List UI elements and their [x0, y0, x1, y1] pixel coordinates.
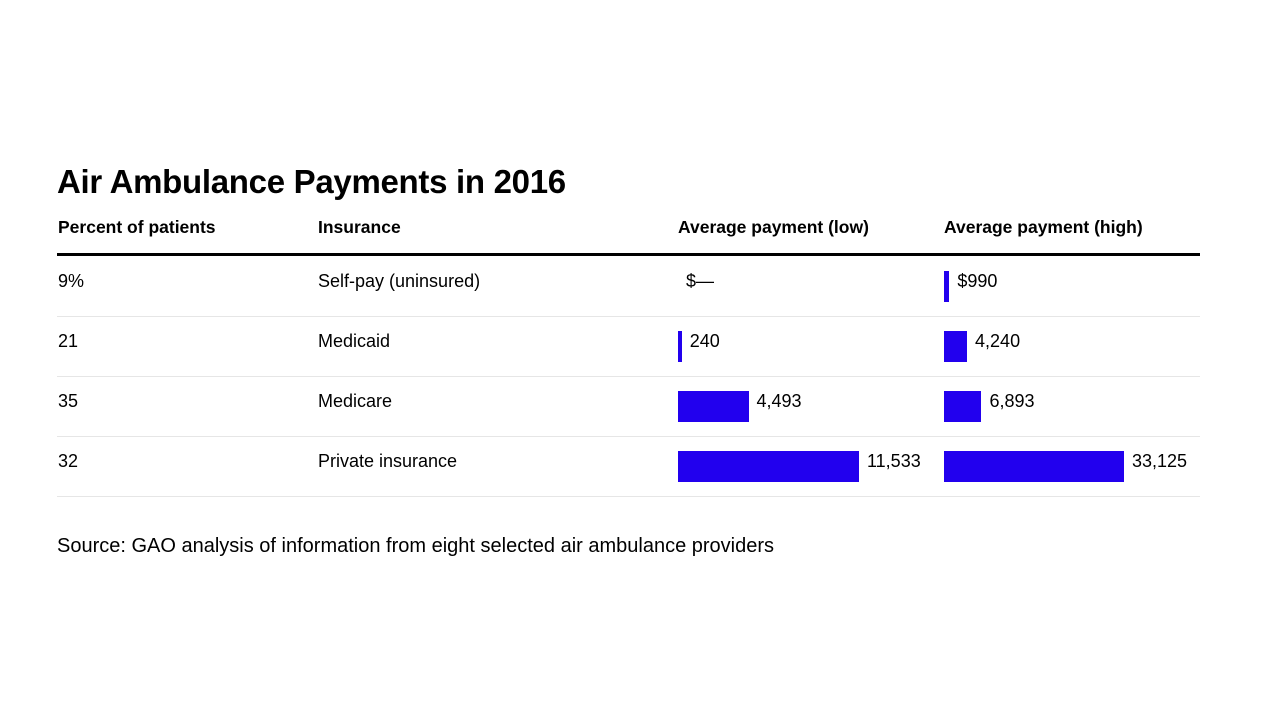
cell-insurance: Medicaid — [318, 331, 391, 351]
cell-insurance: Self-pay (uninsured) — [318, 271, 481, 291]
header-percent: Percent of patients — [58, 217, 216, 237]
bar-low — [678, 391, 749, 422]
bar-high — [944, 271, 950, 302]
value-low: 4,493 — [756, 391, 802, 411]
cell-percent: 9% — [58, 271, 85, 291]
cell-insurance: Medicare — [318, 391, 393, 411]
header-payment-high: Average payment (high) — [944, 217, 1143, 237]
value-high: 6,893 — [989, 391, 1035, 411]
cell-insurance: Private insurance — [318, 451, 458, 471]
cell-percent: 35 — [58, 391, 79, 411]
row-divider — [57, 376, 1200, 377]
bar-low — [678, 331, 682, 362]
value-high: 4,240 — [975, 331, 1021, 351]
row-divider — [57, 436, 1200, 437]
value-low: 11,533 — [867, 451, 921, 471]
header-insurance: Insurance — [318, 217, 401, 237]
row-divider — [57, 496, 1200, 497]
header-payment-low: Average payment (low) — [678, 217, 869, 237]
value-low: 240 — [689, 331, 720, 351]
value-high: 33,125 — [1132, 451, 1188, 471]
cell-percent: 21 — [58, 331, 79, 351]
bar-high — [944, 451, 1124, 482]
header-rule — [57, 253, 1200, 256]
source-note: Source: GAO analysis of information from… — [57, 535, 775, 557]
value-low: $— — [686, 271, 715, 291]
value-high: $990 — [957, 271, 998, 291]
bar-high — [944, 331, 968, 362]
cell-percent: 32 — [58, 451, 79, 471]
row-divider — [57, 316, 1200, 317]
chart-title: Air Ambulance Payments in 2016 — [57, 163, 566, 200]
bar-high — [944, 391, 982, 422]
bar-low — [678, 451, 859, 482]
